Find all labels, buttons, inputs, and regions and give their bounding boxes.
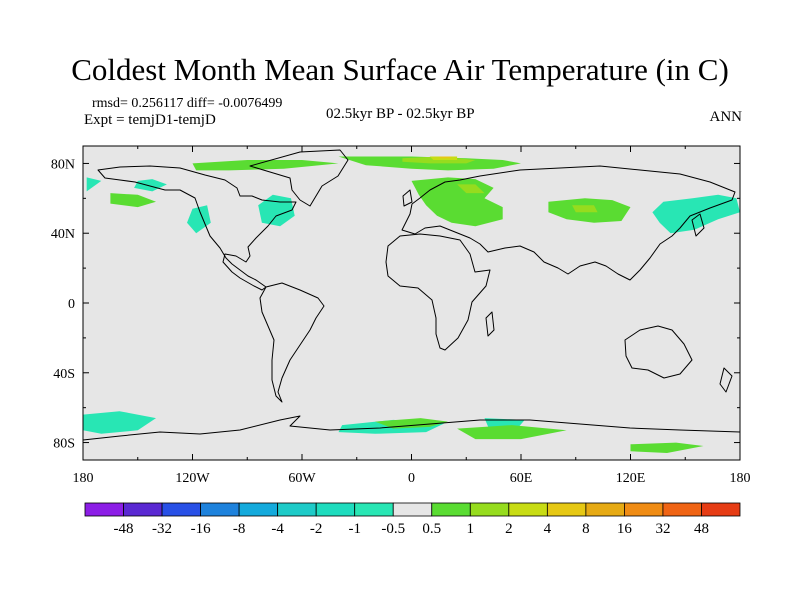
anomaly-region [375, 418, 448, 429]
anomaly-region [258, 194, 295, 227]
legend-swatch [431, 502, 471, 517]
x-tick-label: 0 [408, 471, 415, 486]
legend-label: 1 [467, 521, 475, 537]
x-tick-label: 60W [288, 471, 316, 486]
anomaly-region [457, 425, 567, 440]
legend-label: 16 [617, 521, 633, 537]
coastline-antarctica [82, 415, 741, 441]
y-tick-label: 40S [53, 367, 75, 382]
legend-label: -32 [152, 521, 172, 537]
legend-label: -4 [271, 521, 284, 537]
legend-label: -16 [191, 521, 211, 537]
legend-swatch [161, 502, 201, 517]
anomaly-region [438, 156, 452, 159]
x-tick-label: 180 [73, 471, 94, 486]
x-tick-label: 180 [730, 471, 751, 486]
legend-swatch [392, 502, 433, 517]
coastline-greenland [249, 149, 349, 207]
anomaly-region [338, 156, 521, 171]
legend-swatch [200, 502, 240, 517]
map-background [83, 146, 740, 460]
coastline-new-zealand [719, 367, 733, 393]
y-tick-label: 80S [53, 437, 75, 452]
x-axis: 180 120W 60W 0 60E 120E 180 [73, 146, 751, 486]
legend-swatch [238, 502, 279, 517]
anomaly-region [192, 160, 339, 171]
chart-title: Coldest Month Mean Surface Air Temperatu… [71, 52, 729, 87]
legend-swatch [662, 502, 702, 517]
coastline-south-america [259, 282, 325, 403]
stats-text: rmsd= 0.256117 diff= -0.0076499 [92, 96, 283, 111]
legend-swatch [315, 502, 356, 517]
legend-label: -0.5 [381, 521, 405, 537]
legend-label: -48 [114, 521, 134, 537]
coastline-eurasia [401, 165, 736, 281]
y-tick-label: 40N [51, 227, 75, 242]
legend-label: -8 [233, 521, 246, 537]
coastline-africa [385, 233, 491, 351]
anomaly-region [83, 411, 156, 434]
legend-swatch [277, 502, 317, 517]
anomaly-region [630, 442, 704, 453]
legend-label: 0.5 [422, 521, 441, 537]
legend-swatch [624, 502, 664, 517]
anomaly-region [457, 184, 485, 194]
legend-label: 32 [655, 521, 670, 537]
y-axis: 80N 40N 0 40S 80S [51, 157, 740, 452]
x-tick-label: 120W [175, 471, 210, 486]
coastline-north-america [97, 165, 297, 291]
legend-label: 48 [694, 521, 709, 537]
legend-swatch [354, 502, 394, 517]
legend-label: 8 [582, 521, 590, 537]
legend-label: 4 [544, 521, 552, 537]
legend-swatch [84, 502, 124, 517]
legend-swatch [469, 502, 510, 517]
anomaly-region [110, 193, 156, 208]
legend-label: -2 [310, 521, 323, 537]
season-label: ANN [709, 109, 743, 125]
x-tick-label: 60E [510, 471, 533, 486]
coastlines [82, 149, 741, 441]
y-tick-label: 80N [51, 157, 75, 172]
coastline-japan [691, 213, 705, 237]
anomaly-region [572, 205, 598, 213]
legend-swatch [701, 502, 741, 517]
legend-swatch [123, 502, 163, 517]
legend-swatch [585, 502, 625, 517]
coastline-madagascar [485, 311, 495, 337]
coastline-australia [624, 325, 693, 379]
x-tick-label: 120E [616, 471, 646, 486]
period-label: 02.5kyr BP - 02.5kyr BP [326, 106, 475, 122]
legend-label: 2 [505, 521, 513, 537]
y-tick-label: 0 [68, 297, 75, 312]
legend-swatch [546, 502, 587, 517]
color-legend: -48 -32 -16 -8 -4 -2 -1 -0.5 0.5 1 2 4 8 16 32 48 [84, 502, 741, 537]
experiment-label: Expt = temjD1-temjD [84, 112, 216, 128]
legend-label: -1 [348, 521, 361, 537]
anomaly-region [86, 177, 102, 192]
coastline-uk [402, 189, 413, 207]
anomaly-region [187, 205, 211, 234]
legend-swatch [508, 502, 548, 517]
